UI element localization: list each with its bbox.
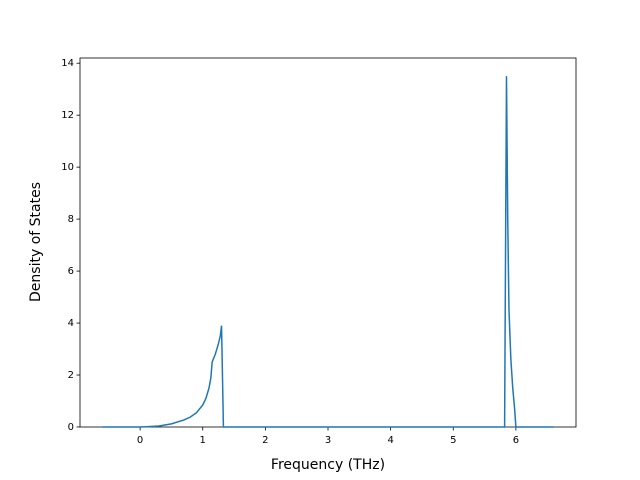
- y-tick-label: 0: [68, 422, 74, 433]
- x-tick-label: 3: [325, 435, 331, 446]
- y-tick-label: 10: [61, 162, 74, 173]
- x-tick-label: 0: [137, 435, 143, 446]
- y-tick-label: 8: [68, 214, 74, 225]
- y-tick-label: 12: [61, 110, 74, 121]
- x-tick-label: 6: [513, 435, 519, 446]
- y-tick-label: 14: [61, 58, 74, 69]
- line-series: [102, 76, 554, 428]
- plot-frame: [79, 57, 577, 428]
- y-tick-label: 6: [68, 266, 74, 277]
- y-tick-label: 4: [68, 318, 74, 329]
- x-tick-label: 2: [262, 435, 268, 446]
- y-tick-label: 2: [68, 370, 74, 381]
- y-axis-label: Density of States: [28, 182, 44, 302]
- x-tick-label: 1: [200, 435, 206, 446]
- x-tick-label: 5: [450, 435, 456, 446]
- x-axis-label: Frequency (THz): [271, 457, 385, 473]
- x-tick-label: 4: [387, 435, 393, 446]
